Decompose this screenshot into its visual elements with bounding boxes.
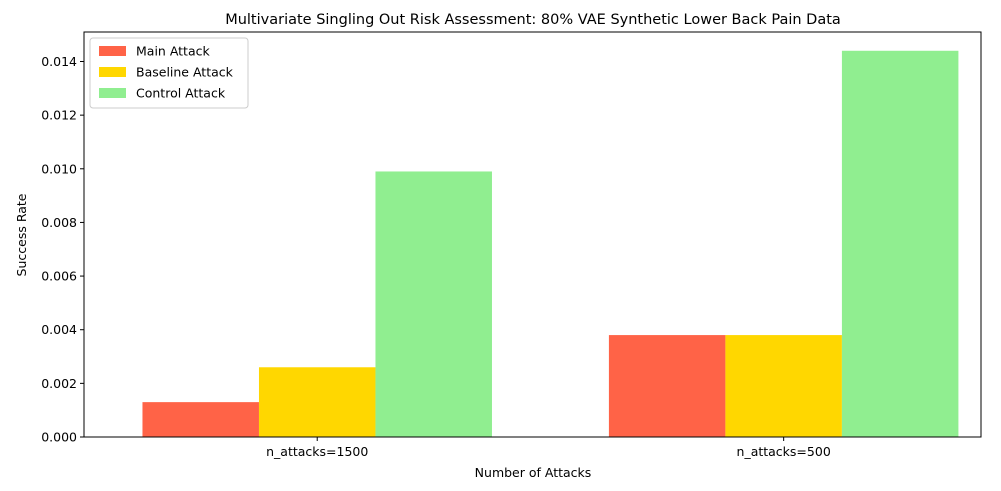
y-tick-label: 0.012 <box>41 108 77 123</box>
x-tick-label: n_attacks=500 <box>737 444 831 459</box>
y-tick-label: 0.010 <box>41 161 77 176</box>
y-tick-label: 0.004 <box>41 322 77 337</box>
bar-main-attack-1 <box>142 402 259 437</box>
legend-label: Control Attack <box>136 86 226 101</box>
y-axis-label: Success Rate <box>14 193 29 276</box>
y-tick-label: 0.014 <box>41 54 77 69</box>
chart-title: Multivariate Singling Out Risk Assessmen… <box>225 12 841 28</box>
y-tick-label: 0.000 <box>41 430 77 445</box>
bar-control-attack-2 <box>841 50 959 437</box>
x-tick-label: n_attacks=1500 <box>266 444 368 459</box>
legend-swatch <box>99 46 126 56</box>
bars-group <box>142 50 959 437</box>
bar-baseline-attack-2 <box>725 335 842 437</box>
bar-main-attack-2 <box>608 335 726 437</box>
x-axis-label: Number of Attacks <box>475 465 592 480</box>
y-tick-label: 0.002 <box>41 376 77 391</box>
bar-baseline-attack-1 <box>258 367 376 437</box>
y-tick-label: 0.006 <box>41 269 77 284</box>
legend-swatch <box>99 88 126 98</box>
plot-frame <box>83 31 982 438</box>
legend-box <box>89 37 249 109</box>
x-axis: n_attacks=1500 n_attacks=500 <box>266 437 831 459</box>
legend-label: Baseline Attack <box>136 65 234 80</box>
bar-control-attack-1 <box>375 171 492 437</box>
legend-label: Main Attack <box>136 44 210 59</box>
legend-swatch <box>99 67 126 77</box>
legend: Main Attack Baseline Attack Control Attack <box>89 37 249 109</box>
y-axis: 0.000 0.002 0.004 0.006 0.008 0.010 0.012 0.014 <box>41 54 84 445</box>
y-tick-label: 0.008 <box>41 215 77 230</box>
